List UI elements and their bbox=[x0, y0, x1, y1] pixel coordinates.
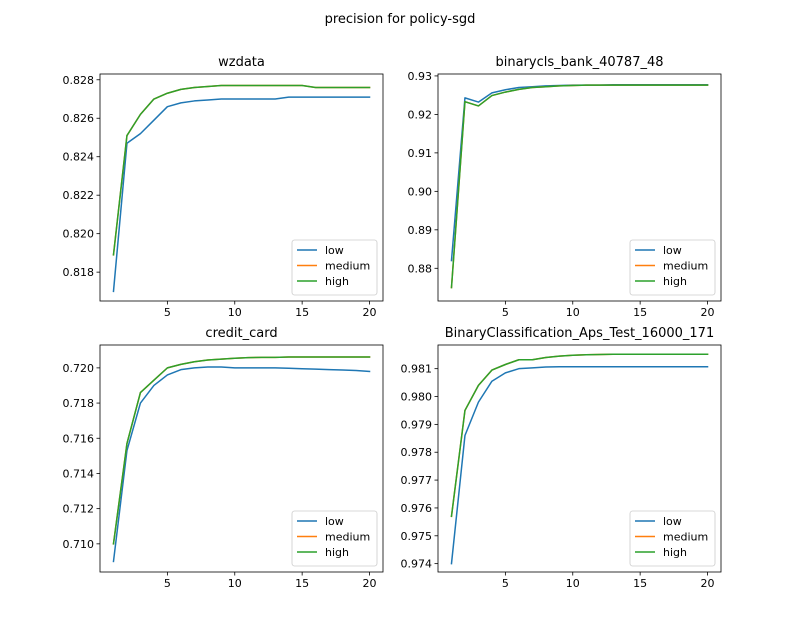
legend: low medium high bbox=[291, 510, 378, 567]
axes-title: wzdata bbox=[218, 55, 265, 70]
series-line-high bbox=[112, 84, 371, 256]
y-tick-label: 0.818 bbox=[63, 266, 95, 279]
legend-label-high: high bbox=[325, 546, 349, 559]
x-tick-label: 5 bbox=[502, 306, 509, 319]
figure-suptitle: precision for policy-sgd bbox=[325, 12, 476, 27]
y-tick-label: 0.974 bbox=[401, 558, 433, 571]
axes-title: credit_card bbox=[205, 326, 277, 341]
y-tick-label: 0.91 bbox=[408, 147, 433, 160]
legend-label-high: high bbox=[663, 546, 687, 559]
x-tick-label: 20 bbox=[363, 577, 377, 590]
y-tick-label: 0.89 bbox=[408, 224, 433, 237]
x-tick-label: 5 bbox=[164, 577, 171, 590]
y-tick-label: 0.720 bbox=[63, 362, 95, 375]
y-tick-label: 0.980 bbox=[401, 391, 433, 404]
series-line-low bbox=[450, 365, 709, 565]
axes-frame bbox=[99, 344, 384, 573]
legend-label-medium: medium bbox=[663, 260, 708, 273]
legend: low medium high bbox=[291, 239, 378, 296]
y-tick-label: 0.710 bbox=[63, 538, 95, 551]
series-line-high bbox=[450, 84, 709, 289]
y-tick-label: 0.824 bbox=[63, 151, 95, 164]
x-tick-label: 20 bbox=[701, 306, 715, 319]
y-tick-label: 0.981 bbox=[401, 363, 433, 376]
x-tick-label: 15 bbox=[633, 577, 647, 590]
y-tick-label: 0.979 bbox=[401, 418, 433, 431]
y-tick-label: 0.88 bbox=[408, 262, 433, 275]
x-tick-label: 5 bbox=[164, 306, 171, 319]
y-tick-label: 0.828 bbox=[63, 74, 95, 87]
series-line-low bbox=[112, 96, 371, 293]
y-tick-label: 0.718 bbox=[63, 397, 95, 410]
subplot-1: wzdata 5 10 15 20 0.818 0.820 0.822 0.824 0.826 0.… bbox=[63, 55, 384, 319]
x-tick-label: 20 bbox=[363, 306, 377, 319]
axes-frame bbox=[437, 344, 722, 573]
y-tick-label: 0.820 bbox=[63, 228, 95, 241]
y-tick-label: 0.976 bbox=[401, 502, 433, 515]
legend-label-low: low bbox=[325, 244, 344, 257]
legend-label-medium: medium bbox=[325, 531, 370, 544]
x-tick-label: 10 bbox=[566, 577, 580, 590]
subplot-2: binarycls_bank_40787_48 5 10 15 20 0.88 0.89 0.… bbox=[408, 55, 722, 319]
series-line-high bbox=[112, 356, 371, 545]
subplot-4: BinaryClassification_Aps_Test_16000_171 5… bbox=[401, 326, 722, 590]
y-tick-label: 0.90 bbox=[408, 185, 433, 198]
y-tick-label: 0.714 bbox=[63, 467, 95, 480]
legend: low medium high bbox=[629, 239, 716, 296]
y-tick-label: 0.93 bbox=[408, 70, 433, 83]
legend-label-low: low bbox=[325, 515, 344, 528]
legend-label-medium: medium bbox=[325, 260, 370, 273]
x-tick-label: 10 bbox=[228, 577, 242, 590]
y-tick-label: 0.826 bbox=[63, 112, 95, 125]
y-tick-label: 0.978 bbox=[401, 446, 433, 459]
legend-label-high: high bbox=[325, 275, 349, 288]
y-tick-label: 0.92 bbox=[408, 108, 433, 121]
x-tick-label: 15 bbox=[295, 577, 309, 590]
axes-frame bbox=[437, 73, 722, 302]
legend: low medium high bbox=[629, 510, 716, 567]
y-tick-label: 0.822 bbox=[63, 189, 95, 202]
axes-title: BinaryClassification_Aps_Test_16000_171 bbox=[445, 326, 714, 341]
legend-label-high: high bbox=[663, 275, 687, 288]
series-line-low bbox=[112, 366, 371, 563]
y-tick-label: 0.977 bbox=[401, 474, 433, 487]
y-tick-label: 0.975 bbox=[401, 530, 433, 543]
y-tick-label: 0.712 bbox=[63, 503, 95, 516]
x-tick-label: 15 bbox=[633, 306, 647, 319]
x-tick-label: 5 bbox=[502, 577, 509, 590]
axes-frame bbox=[99, 73, 384, 302]
subplot-3: credit_card 5 10 15 20 0.710 0.712 0.714 0.716 0.… bbox=[63, 326, 384, 590]
axes-title: binarycls_bank_40787_48 bbox=[495, 55, 663, 70]
x-tick-label: 10 bbox=[566, 306, 580, 319]
legend-label-low: low bbox=[663, 515, 682, 528]
x-tick-label: 15 bbox=[295, 306, 309, 319]
series-line-high bbox=[450, 353, 709, 518]
x-tick-label: 10 bbox=[228, 306, 242, 319]
x-tick-label: 20 bbox=[701, 577, 715, 590]
legend-label-low: low bbox=[663, 244, 682, 257]
legend-label-medium: medium bbox=[663, 531, 708, 544]
y-tick-label: 0.716 bbox=[63, 432, 95, 445]
